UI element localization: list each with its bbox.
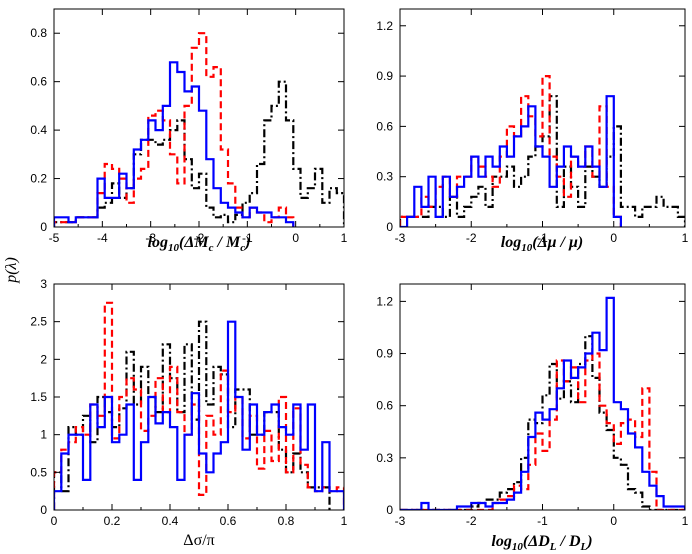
panel-mu-xlabel: log10(Δμ / μ)	[501, 234, 583, 254]
series-dl-3	[400, 296, 685, 510]
x-tick-label: -5	[49, 231, 60, 245]
panel-sigma-xlabel: Δσ/π	[183, 532, 214, 549]
y-tick-label: 1	[40, 428, 47, 442]
x-tick-label: 1	[341, 514, 348, 528]
y-tick-label: 0.2	[30, 172, 47, 186]
y-tick-label: 0	[386, 503, 393, 517]
x-tick-label: 1	[682, 231, 689, 245]
x-tick-label: -2	[466, 231, 477, 245]
y-tick-label: 0.9	[376, 69, 393, 83]
panel-mu: -3 -2 -1 0 1 0 0.3 0.6 0.9 1.2 log10(Δμ / μ)	[376, 8, 689, 254]
y-tick-label: 0.6	[376, 399, 393, 413]
series-mc-1	[54, 80, 344, 227]
x-tick-label: 0	[292, 231, 299, 245]
y-tick-label: 0.6	[376, 119, 393, 133]
y-tick-label: 0	[40, 220, 47, 234]
y-tick-label: 1.5	[30, 390, 47, 404]
series-dl-2	[400, 352, 685, 510]
y-tick-label: 0.3	[376, 451, 393, 465]
panel-dl: -3 -2 -1 0 1 0 0.3 0.6 0.9 1.2 log10(ΔDL / DL)	[376, 283, 689, 553]
x-tick-label: -4	[97, 231, 108, 245]
x-tick-label: 0	[610, 231, 617, 245]
y-tick-label: 0.3	[376, 170, 393, 184]
y-tick-label: 0.9	[376, 347, 393, 361]
y-tick-label: 0.6	[30, 75, 47, 89]
panel-dl-xlabel: log10(ΔDL / DL)	[491, 533, 592, 553]
x-tick-label: 0	[51, 514, 58, 528]
y-tick-label: 0.8	[30, 26, 47, 40]
x-tick-label: 0.8	[278, 514, 295, 528]
series-mu-3	[400, 95, 622, 227]
x-tick-label: 0	[610, 514, 617, 528]
x-tick-label: -2	[466, 514, 477, 528]
series-dl-1	[400, 335, 685, 510]
y-tick-label: 0	[386, 220, 393, 234]
x-tick-label: -1	[537, 514, 548, 528]
x-tick-label: -1	[537, 231, 548, 245]
series-mu-1	[400, 95, 685, 227]
y-tick-label: 1.2	[376, 294, 393, 308]
y-tick-label: 2	[40, 352, 47, 366]
x-tick-label: -1	[242, 231, 253, 245]
panel-mc: -5 -4 -3 -2 -1 0 1 0 0.2 0.4 0.6 0.8 log10(ΔMc / Mc…	[30, 8, 348, 254]
y-tick-label: 3	[40, 277, 47, 291]
x-tick-label: -3	[145, 231, 156, 245]
y-tick-label: 1.2	[376, 19, 393, 33]
series-mc-3	[54, 61, 295, 227]
panel-mc-xlabel: log10(ΔMc / Mc)	[148, 234, 251, 254]
series-sigma-1	[54, 320, 331, 510]
y-tick-label: 2.5	[30, 315, 47, 329]
global-ylabel: p(λ)	[3, 257, 20, 284]
x-tick-label: 0.2	[104, 514, 121, 528]
x-tick-label: 1	[341, 231, 348, 245]
y-tick-label: 0.4	[30, 123, 47, 137]
series-mu-2	[400, 75, 622, 227]
panel-sigma: 0 0.2 0.4 0.6 0.8 1 0 0.5 1 1.5 2 2.5 3 Δσ/π	[30, 277, 347, 549]
y-tick-label: 0	[40, 503, 47, 517]
series-sigma-3	[54, 320, 344, 510]
x-tick-label: 1	[682, 514, 689, 528]
x-tick-label: -2	[194, 231, 205, 245]
y-tick-label: 0.5	[30, 465, 47, 479]
x-tick-label: 0.6	[220, 514, 237, 528]
x-tick-label: -3	[395, 514, 406, 528]
x-tick-label: 0.4	[162, 514, 179, 528]
x-tick-label: -3	[395, 231, 406, 245]
